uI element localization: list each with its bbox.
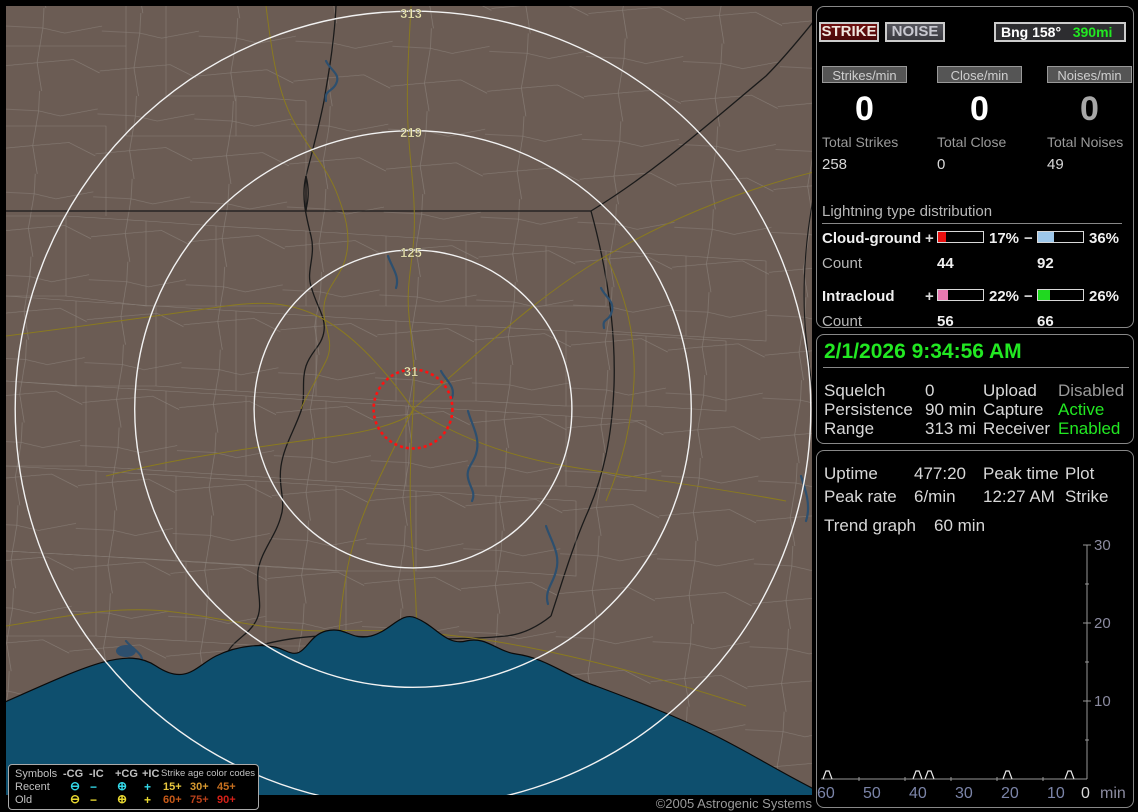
svg-text:10: 10: [1094, 693, 1111, 710]
svg-text:60: 60: [817, 785, 835, 802]
svg-text:30: 30: [1094, 537, 1111, 554]
svg-text:20: 20: [1094, 615, 1111, 632]
svg-text:313: 313: [400, 6, 422, 21]
svg-text:10: 10: [1047, 785, 1065, 802]
svg-text:min: min: [1100, 785, 1126, 802]
svg-text:125: 125: [400, 245, 422, 260]
svg-text:40: 40: [909, 785, 927, 802]
svg-text:219: 219: [400, 125, 422, 140]
svg-text:50: 50: [863, 785, 881, 802]
svg-text:30: 30: [955, 785, 973, 802]
svg-text:31: 31: [404, 364, 418, 379]
svg-text:20: 20: [1001, 785, 1019, 802]
svg-text:0: 0: [1081, 785, 1090, 802]
